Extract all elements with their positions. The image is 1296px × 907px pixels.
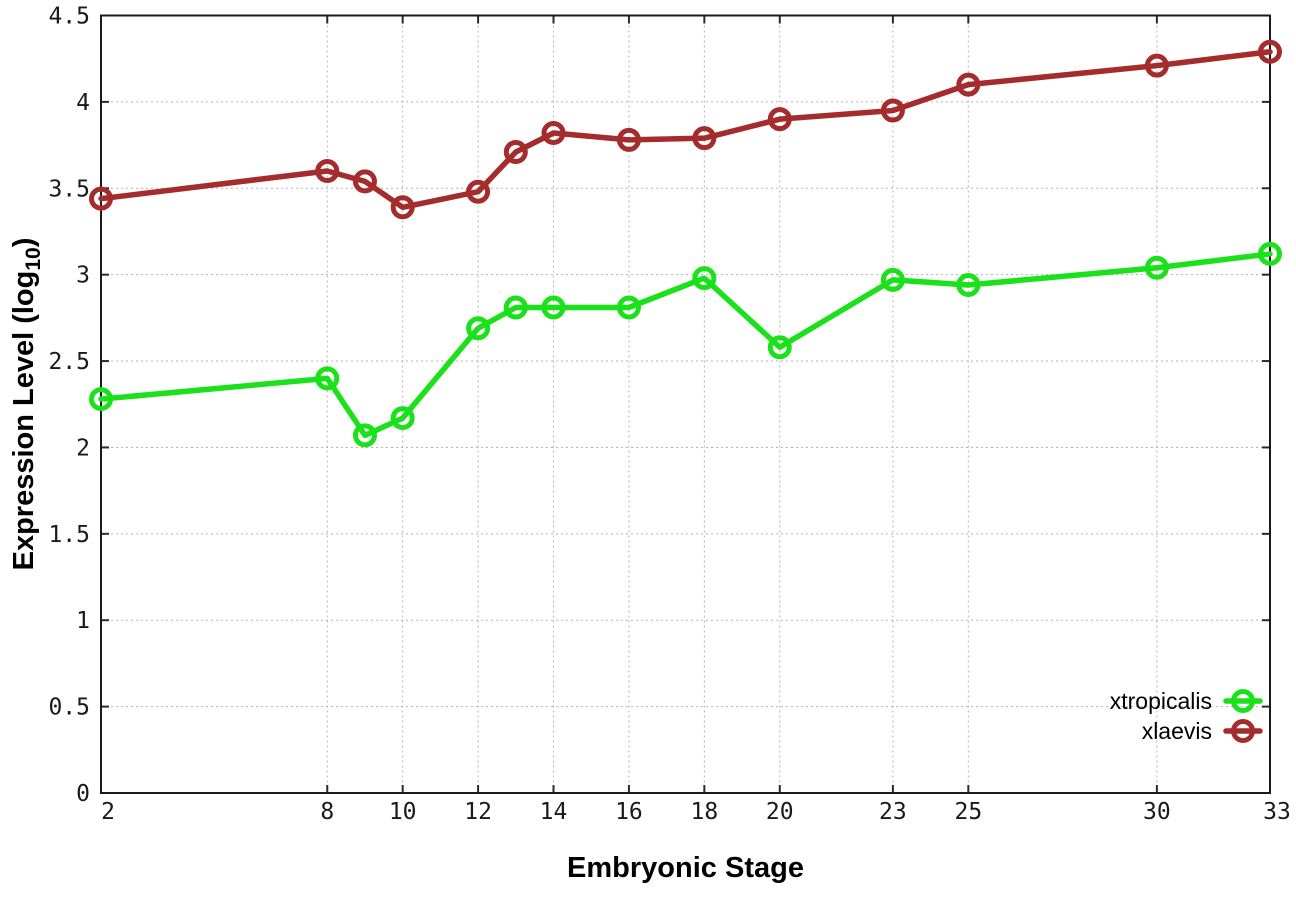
data-point-xtropicalis — [880, 267, 905, 292]
legend-marker — [1231, 689, 1255, 713]
data-point-xtropicalis — [1144, 255, 1169, 280]
y-axis-title-suffix: ) — [8, 237, 41, 248]
data-point-xlaevis — [880, 98, 905, 123]
x-tick-label: 8 — [320, 799, 334, 825]
x-tick-label: 18 — [691, 799, 719, 825]
y-tick-label: 0 — [76, 781, 90, 807]
y-tick-label: 4.5 — [48, 4, 90, 30]
x-tick-label: 25 — [954, 799, 982, 825]
data-point-xlaevis — [352, 169, 377, 194]
series-xlaevis — [89, 39, 1282, 220]
data-point-xlaevis — [692, 126, 717, 151]
data-point-xlaevis — [1144, 53, 1169, 78]
series-line-xtropicalis — [98, 251, 1273, 439]
y-axis-title: Expression Level (log10) — [8, 238, 46, 571]
data-point-xtropicalis — [956, 273, 981, 298]
x-tick-label: 14 — [540, 799, 568, 825]
y-tick-label: 3.5 — [48, 176, 90, 202]
plot-border — [100, 14, 1271, 794]
legend-entry-xtropicalis: xtropicalis — [1110, 688, 1263, 714]
x-tick-label: 16 — [615, 799, 643, 825]
y-tick-label: 1.5 — [48, 522, 90, 548]
x-tick-label: 12 — [464, 799, 492, 825]
y-tick-label: 4 — [76, 90, 90, 116]
data-point-xtropicalis — [1258, 241, 1282, 266]
data-point-xlaevis — [89, 186, 113, 211]
x-tick-label: 30 — [1143, 799, 1171, 825]
data-point-xlaevis — [616, 127, 641, 152]
data-point-xlaevis — [956, 72, 981, 97]
data-point-xtropicalis — [352, 423, 377, 448]
data-point-xlaevis — [1258, 39, 1282, 64]
tick-marks — [100, 14, 1271, 794]
data-point-xlaevis — [315, 159, 340, 183]
data-point-xtropicalis — [767, 335, 792, 360]
x-tick-label: 20 — [766, 799, 794, 825]
y-tick-label: 3 — [76, 263, 90, 289]
x-tick-label: 10 — [389, 799, 417, 825]
x-tick-label: 2 — [101, 799, 115, 825]
data-point-xtropicalis — [616, 295, 641, 320]
y-axis-title-text: Expression Level (log — [8, 270, 41, 571]
data-point-xlaevis — [541, 120, 566, 145]
y-tick-label: 1 — [76, 608, 90, 634]
x-tick-label: 23 — [879, 799, 907, 825]
y-tick-label: 0.5 — [48, 695, 90, 721]
x-axis-title: Embryonic Stage — [567, 852, 804, 884]
grid-lines — [101, 15, 1270, 793]
data-point-xtropicalis — [503, 295, 528, 320]
legend-entry-xlaevis: xlaevis — [1142, 718, 1263, 744]
legend-label-xtropicalis: xtropicalis — [1110, 688, 1212, 714]
legend-marker — [1231, 719, 1255, 743]
y-axis-title-subscript: 10 — [21, 247, 45, 271]
data-point-xtropicalis — [89, 387, 113, 412]
data-point-xlaevis — [466, 179, 491, 204]
y-tick-label: 2 — [76, 435, 90, 461]
data-point-xlaevis — [390, 195, 415, 220]
y-tick-label: 2.5 — [48, 349, 90, 375]
data-point-xtropicalis — [466, 316, 491, 341]
data-point-xtropicalis — [692, 266, 717, 291]
legend: xtropicalis xlaevis — [1110, 688, 1263, 744]
series-line-xlaevis — [98, 49, 1273, 211]
data-point-xlaevis — [503, 139, 528, 164]
x-tick-label: 33 — [1263, 799, 1291, 825]
data-point-xtropicalis — [541, 295, 566, 320]
legend-label-xlaevis: xlaevis — [1142, 718, 1212, 744]
data-point-xlaevis — [767, 107, 792, 132]
tick-labels: 2 8 10 12 14 16 18 20 23 25 30 33 0 0.5 1 1.5 2 2.5 3 3.5 4 4… — [48, 4, 1290, 826]
data-point-xtropicalis — [315, 366, 340, 391]
series-xtropicalis — [89, 241, 1282, 448]
data-point-xtropicalis — [390, 406, 415, 431]
